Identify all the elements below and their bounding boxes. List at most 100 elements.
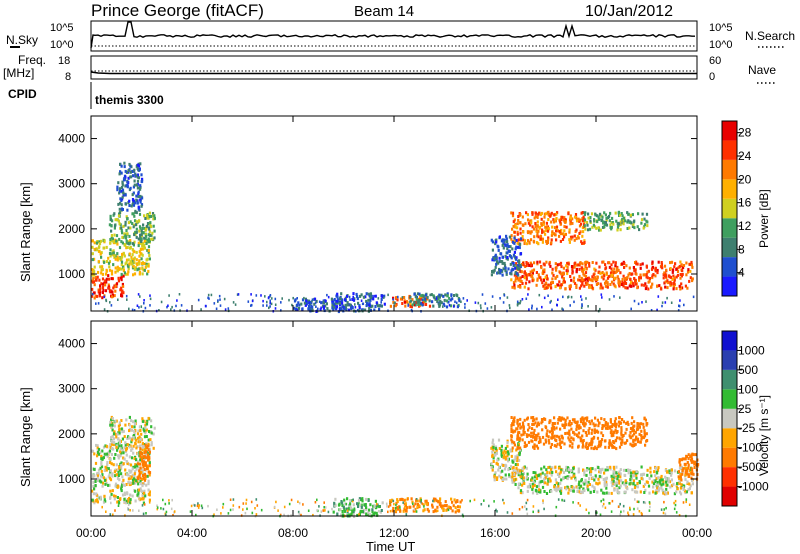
data-cell (605, 486, 608, 490)
data-cell (522, 476, 525, 480)
data-cell (668, 480, 672, 484)
data-cell (624, 219, 627, 223)
data-cell (533, 447, 536, 450)
data-cell (640, 437, 643, 441)
data-cell (452, 504, 455, 508)
data-cell (150, 441, 153, 445)
data-cell (361, 497, 364, 501)
data-cell (322, 306, 325, 310)
data-cell (572, 279, 575, 283)
data-cell (128, 443, 131, 447)
noise-cell (274, 307, 277, 310)
data-cell (116, 446, 119, 450)
data-cell (142, 491, 145, 495)
noise-cell (387, 293, 389, 297)
data-cell (121, 493, 125, 497)
data-cell (297, 301, 300, 305)
data-cell (659, 476, 662, 480)
data-cell (498, 474, 501, 478)
data-cell (418, 292, 421, 296)
data-cell (492, 256, 495, 260)
data-cell (535, 485, 539, 489)
noise-cell (479, 304, 482, 307)
data-cell (592, 223, 595, 227)
data-cell (669, 261, 672, 265)
noise-cell (638, 510, 641, 513)
noise-cell (516, 304, 519, 307)
data-cell (512, 469, 515, 472)
data-cell (518, 451, 521, 455)
data-cell (523, 445, 526, 448)
data-cell (586, 223, 589, 227)
data-cell (693, 462, 696, 466)
data-cell (134, 232, 137, 236)
data-cell (511, 422, 514, 426)
noise-cell (210, 293, 213, 297)
data-cell (119, 170, 122, 174)
data-cell (364, 503, 367, 506)
data-cell (606, 466, 609, 469)
data-cell (596, 436, 600, 440)
data-cell (141, 448, 144, 452)
data-cell (341, 510, 344, 513)
data-cell (121, 195, 124, 199)
noise-cell (251, 511, 254, 515)
data-cell (148, 211, 151, 215)
data-cell (679, 486, 682, 490)
data-cell (511, 429, 514, 433)
data-cell (519, 213, 522, 216)
noise-cell (112, 513, 114, 516)
data-cell (545, 434, 548, 438)
data-cell (136, 268, 139, 272)
data-cell (606, 285, 609, 289)
data-cell (531, 423, 534, 426)
data-cell (133, 474, 136, 478)
data-cell (359, 294, 362, 298)
data-cell (511, 227, 514, 231)
data-cell (536, 234, 539, 238)
data-cell (122, 191, 125, 195)
data-cell (121, 188, 125, 192)
data-cell (601, 218, 604, 222)
data-cell (533, 418, 536, 422)
data-cell (572, 489, 575, 493)
data-cell (616, 481, 619, 485)
data-cell (371, 508, 374, 512)
data-cell (505, 244, 508, 248)
data-cell (590, 212, 594, 216)
data-cell (594, 430, 598, 434)
data-cell (568, 470, 571, 474)
data-cell (573, 432, 576, 436)
data-cell (630, 280, 633, 284)
noise-cell (234, 303, 237, 306)
data-cell (138, 168, 141, 172)
noise-cell (215, 307, 218, 310)
data-cell (573, 234, 576, 238)
data-cell (132, 191, 135, 195)
data-cell (620, 428, 623, 432)
data-cell (534, 471, 537, 475)
data-cell (325, 302, 328, 306)
data-cell (141, 226, 144, 230)
data-cell (566, 466, 570, 470)
noise-cell (633, 299, 636, 303)
data-cell (618, 222, 621, 226)
data-cell (110, 442, 114, 446)
data-cell (685, 490, 688, 494)
data-cell (512, 224, 515, 228)
data-cell (516, 272, 519, 276)
data-cell (108, 476, 112, 480)
data-cell (610, 267, 613, 271)
data-cell (457, 505, 460, 509)
data-cell (148, 461, 151, 465)
data-cell (567, 423, 570, 427)
data-cell (446, 292, 449, 296)
data-cell (509, 448, 512, 452)
data-cell (588, 483, 591, 486)
data-cell (599, 228, 602, 232)
data-cell (691, 482, 694, 486)
data-cell (632, 479, 635, 483)
data-cell (654, 267, 657, 270)
data-cell (127, 240, 130, 244)
data-cell (115, 473, 118, 477)
